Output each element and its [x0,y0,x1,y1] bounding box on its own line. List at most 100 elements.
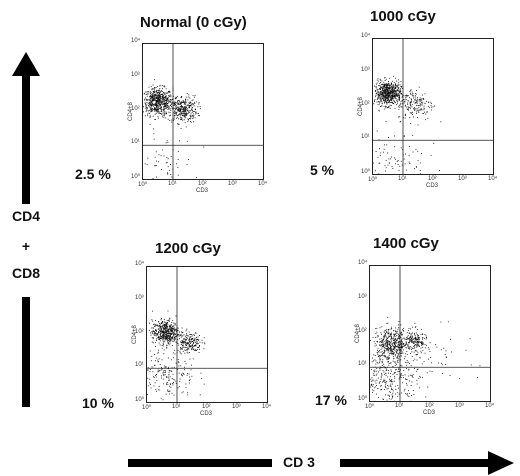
scatter-point [174,103,176,104]
scatter-point [185,330,187,332]
scatter-point [391,328,393,330]
scatter-point [169,112,171,114]
scatter-point [414,96,416,98]
scatter-point [383,91,384,93]
panel-percent-1000: 5 % [310,162,335,178]
scatter-point [170,101,172,103]
scatter-point [168,342,170,344]
y-tick-label: 10² [135,328,144,335]
scatter-point [377,89,379,90]
scatter-point [396,91,398,92]
scatter-point [192,99,194,101]
scatter-point [187,103,189,105]
scatter-point [422,113,424,114]
scatter-point [377,156,379,158]
scatter-point [190,334,192,335]
scatter-point [190,118,191,120]
scatter-point [417,341,418,343]
scatter-point [172,336,173,338]
scatter-point [396,91,398,93]
scatter-point [391,337,392,338]
scatter-point [385,159,387,161]
scatter-point [182,109,184,111]
scatter-point [387,344,389,346]
scatter-point [396,339,398,341]
scatter-point [161,116,163,118]
scatter-point [383,339,384,340]
scatter-point [151,109,153,111]
scatter-point [372,380,374,382]
scatter-point [165,117,167,119]
scatter-point [173,105,175,106]
scatter-point [146,95,148,97]
scatter-point [165,97,167,99]
scatter-point [150,109,152,111]
scatter-cluster-0 [143,79,182,130]
scatter-point [377,347,379,349]
scatter-point [156,110,158,112]
scatter-point [196,113,198,115]
scatter-point [380,86,382,88]
scatter-point [170,334,171,336]
scatter-point [143,111,144,113]
scatter-point [379,360,381,362]
scatter-point [184,349,186,351]
scatter-point [409,91,411,93]
scatter-point [169,376,171,378]
scatter-point [376,79,378,81]
scatter-point [387,89,389,91]
scatter-point [398,79,399,81]
scatter-point [159,85,161,87]
scatter-point [382,97,383,99]
scatter-point [396,80,397,82]
scatter-point [151,104,153,106]
scatter-point [400,350,402,352]
scatter-point [390,348,392,350]
scatter-point [391,87,393,89]
scatter-point [166,335,167,337]
scatter-point [450,338,451,340]
scatter-point [390,391,391,393]
scatter-point [165,107,167,109]
scatter-point [389,99,391,101]
x-tick-label: 10¹ [395,403,404,409]
scatter-point [386,88,388,89]
scatter-point [406,364,407,366]
scatter-point [154,99,156,101]
scatter-point [389,95,391,97]
scatter-point [167,338,169,339]
scatter-point [408,328,410,330]
scatter-point [184,109,186,111]
scatter-point [164,102,166,104]
scatter-point [194,350,196,351]
scatter-point [440,321,442,323]
scatter-point [396,333,398,334]
scatter-point [161,93,163,95]
scatter-point [190,336,192,338]
scatter-point [381,333,382,335]
scatter-point [187,349,189,351]
scatter-point [165,95,166,97]
scatter-point [157,336,159,338]
scatter-point [177,101,179,103]
scatter-point [154,113,156,115]
scatter-point [157,334,159,336]
scatter-point [382,88,384,89]
scatter-point [168,331,170,332]
scatter-point [172,149,174,151]
scatter-point [179,111,181,113]
scatter-point [157,99,159,101]
scatter-point [179,115,181,117]
scatter-point [387,387,389,389]
scatter-point [189,336,191,338]
scatter-point [169,383,171,385]
scatter-point [180,336,182,338]
scatter-point [162,335,164,337]
scatter-point [162,104,164,106]
y-arrow-head [12,52,40,76]
scatter-point [399,98,401,99]
scatter-point [155,335,157,337]
scatter-point [168,332,170,334]
scatter-point [148,102,150,104]
scatter-point [390,156,392,158]
